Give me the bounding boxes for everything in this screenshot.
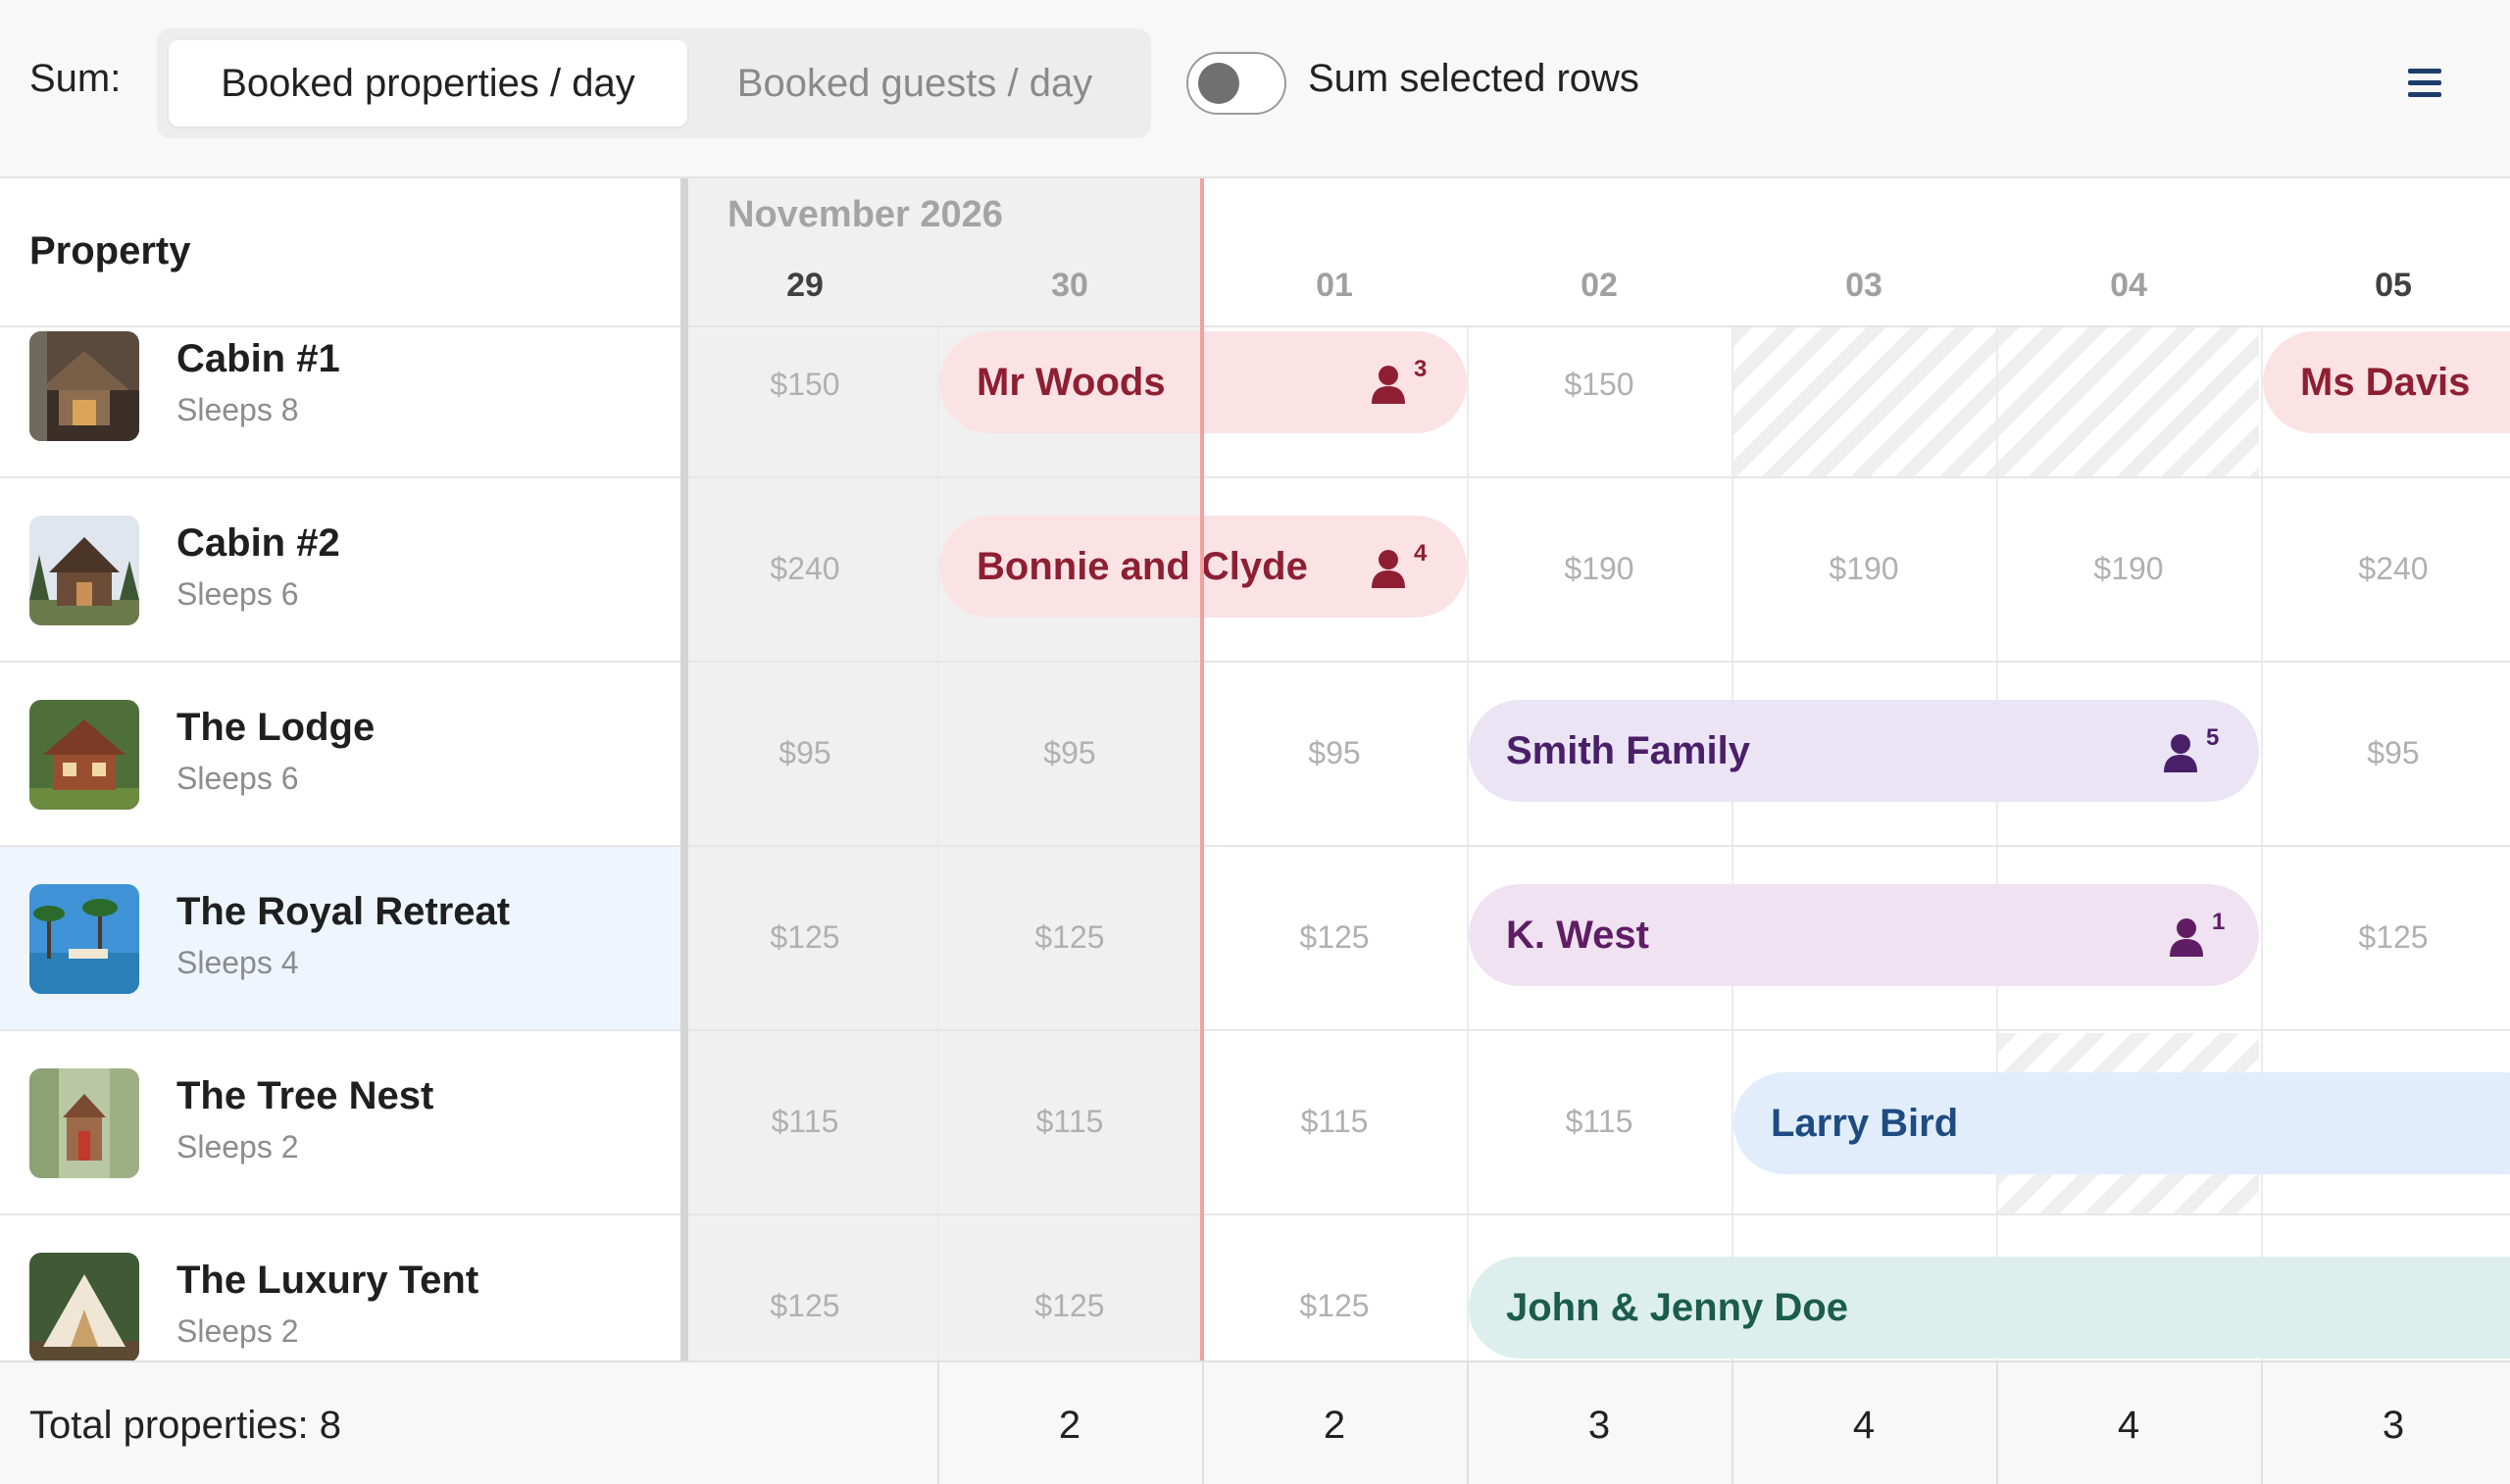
booking-guest-name: K. West <box>1506 914 1649 957</box>
price-cell[interactable]: $95 <box>1043 735 1096 770</box>
price-cell[interactable]: $125 <box>1299 1288 1370 1323</box>
property-sleeps: Sleeps 6 <box>176 761 299 796</box>
property-thumbnail-the-luxury-tent[interactable] <box>29 1253 139 1360</box>
booking-guest-name: Mr Woods <box>977 361 1166 404</box>
sum-label: Sum: <box>29 57 122 100</box>
booking-guest-name: Ms Davis <box>2300 361 2471 404</box>
past-days-shade <box>686 327 1202 1360</box>
day-header-03: 03 <box>1845 267 1882 304</box>
property-sleeps: Sleeps 2 <box>176 1129 299 1164</box>
day-header-29: 29 <box>786 267 824 304</box>
daily-total: 4 <box>1852 1404 1876 1447</box>
sum-selected-rows-label: Sum selected rows <box>1308 57 1639 100</box>
day-header-04: 04 <box>2110 267 2147 304</box>
booking-bar[interactable]: Ms Davis <box>2263 331 2510 433</box>
price-cell[interactable]: $125 <box>1034 919 1105 955</box>
price-cell[interactable]: $95 <box>778 735 831 770</box>
booking-bar[interactable]: Smith Family 5 <box>1469 700 2259 802</box>
guest-count-number: 4 <box>1414 540 1428 567</box>
sum-mode-segmented-control: Booked properties / day Booked guests / … <box>157 28 1151 138</box>
daily-total: 3 <box>1587 1404 1611 1447</box>
property-sleeps: Sleeps 4 <box>176 945 299 980</box>
property-column-heading: Property <box>29 229 191 272</box>
day-header-02: 02 <box>1581 267 1618 304</box>
booking-bar[interactable]: K. West 1 <box>1469 884 2259 986</box>
calendar-header <box>0 178 2510 327</box>
property-thumbnail-cabin-1[interactable] <box>29 331 139 441</box>
totals-footer <box>0 1360 2510 1484</box>
price-cell[interactable]: $125 <box>1034 1288 1105 1323</box>
toolbar: Sum: Booked properties / day Booked gues… <box>0 0 2510 178</box>
guest-count-number: 1 <box>2212 909 2226 935</box>
day-header-30: 30 <box>1051 267 1088 304</box>
daily-total: 4 <box>2117 1404 2140 1447</box>
price-cell[interactable]: $115 <box>771 1104 839 1139</box>
property-sleeps: Sleeps 6 <box>176 576 299 612</box>
daily-total: 2 <box>1323 1404 1346 1447</box>
booking-guest-name: John & Jenny Doe <box>1506 1286 1848 1329</box>
booked-guests-per-day-button[interactable]: Booked guests / day <box>736 62 1093 105</box>
property-name[interactable]: The Tree Nest <box>176 1074 434 1117</box>
property-name[interactable]: The Royal Retreat <box>176 890 511 933</box>
price-cell[interactable]: $150 <box>1564 367 1634 402</box>
property-thumbnail-the-lodge[interactable] <box>29 700 139 810</box>
day-header-05: 05 <box>2375 267 2412 304</box>
price-cell[interactable]: $115 <box>1565 1104 1633 1139</box>
price-cell[interactable]: $125 <box>770 919 840 955</box>
price-cell[interactable]: $125 <box>1299 919 1370 955</box>
price-cell[interactable]: $115 <box>1035 1104 1104 1139</box>
property-sleeps: Sleeps 2 <box>176 1313 299 1349</box>
price-cell[interactable]: $150 <box>770 367 840 402</box>
current-time-indicator <box>1200 178 1204 1360</box>
booking-guest-name: Bonnie and Clyde <box>977 545 1308 588</box>
price-cell[interactable]: $95 <box>1308 735 1361 770</box>
guest-count-number: 5 <box>2206 724 2220 751</box>
booking-bar[interactable]: John & Jenny Doe <box>1469 1257 2510 1359</box>
price-cell[interactable]: $190 <box>2093 551 2164 586</box>
price-cell[interactable]: $190 <box>1564 551 1634 586</box>
booked-properties-per-day-button[interactable]: Booked properties / day <box>169 40 687 126</box>
property-thumbnail-cabin-2[interactable] <box>29 516 139 625</box>
price-cell[interactable]: $240 <box>770 551 840 586</box>
toggle-knob <box>1198 63 1239 104</box>
booking-bar[interactable]: Larry Bird <box>1733 1072 2510 1174</box>
person-icon <box>2164 734 2197 772</box>
past-days-header-shade <box>686 178 1202 325</box>
daily-total: 2 <box>1058 1404 1081 1447</box>
person-icon <box>2170 918 2203 957</box>
month-label: November 2026 <box>728 194 1003 235</box>
guest-count-number: 3 <box>1414 356 1428 382</box>
price-cell[interactable]: $240 <box>2358 551 2429 586</box>
price-cell[interactable]: $125 <box>770 1288 840 1323</box>
price-cell[interactable]: $95 <box>2367 735 2420 770</box>
property-thumbnail-the-royal-retreat[interactable] <box>29 884 139 994</box>
price-cell[interactable]: $190 <box>1829 551 1899 586</box>
person-icon <box>1372 550 1405 588</box>
sum-selected-rows-toggle[interactable] <box>1186 52 1286 115</box>
frozen-column-divider[interactable] <box>680 178 688 1484</box>
total-properties-label: Total properties: 8 <box>29 1404 341 1447</box>
price-cell[interactable]: $115 <box>1300 1104 1369 1139</box>
price-cell[interactable]: $125 <box>2358 919 2429 955</box>
calendar-grid: Cabin #1 Sleeps 8 $150 $150 Cabin #2 Sle… <box>0 327 2510 1360</box>
person-icon <box>1372 366 1405 404</box>
booking-guest-name: Smith Family <box>1506 729 1750 772</box>
property-name[interactable]: Cabin #2 <box>176 521 340 565</box>
property-sleeps: Sleeps 8 <box>176 392 299 427</box>
property-name[interactable]: Cabin #1 <box>176 337 340 380</box>
property-thumbnail-the-tree-nest[interactable] <box>29 1068 139 1178</box>
booking-guest-name: Larry Bird <box>1771 1102 1959 1145</box>
day-header-01: 01 <box>1316 267 1353 304</box>
property-name[interactable]: The Lodge <box>176 706 376 749</box>
hamburger-menu-icon[interactable] <box>2408 69 2441 98</box>
daily-total: 3 <box>2382 1404 2405 1447</box>
property-name[interactable]: The Luxury Tent <box>176 1259 479 1302</box>
